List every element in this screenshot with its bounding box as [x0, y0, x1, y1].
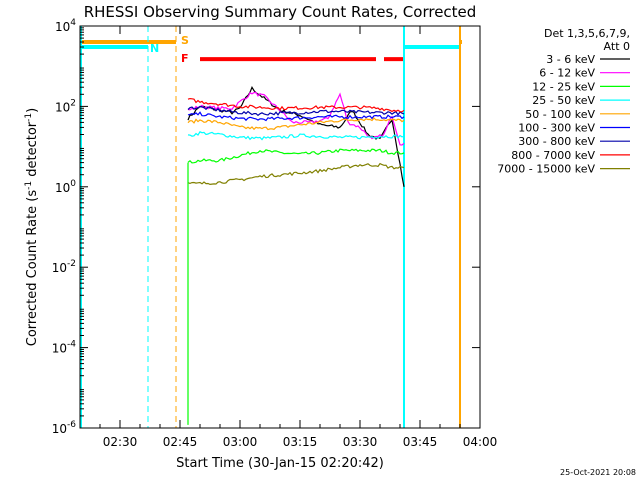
detector-note-line-2: Att 0: [604, 40, 630, 53]
x-tick-label: 02:30: [103, 435, 138, 449]
y-tick-label: 10-6: [52, 420, 77, 436]
y-tick-label: 10-4: [52, 340, 77, 356]
series-line-7000-15000-kev: [187, 162, 405, 186]
legend-label-7000-15000-kev: 7000 - 15000 keV: [497, 163, 595, 176]
y-tick-label: 104: [55, 18, 76, 34]
x-tick-label: 03:45: [403, 435, 438, 449]
detector-note-line-1: Det 1,3,5,6,7,9,: [544, 27, 630, 40]
legend-label-12-25-kev: 12 - 25 keV: [532, 80, 595, 93]
x-tick-label: 03:30: [343, 435, 378, 449]
x-tick-label: 04:00: [463, 435, 498, 449]
x-tick-label: 03:00: [223, 435, 258, 449]
series-line-100-300-kev: [187, 111, 405, 122]
x-tick-label: 02:45: [163, 435, 198, 449]
y-tick-label: 10-2: [52, 259, 76, 275]
x-axis-label: Start Time (30-Jan-15 02:20:42): [176, 456, 384, 471]
legend-label-50-100-kev: 50 - 100 keV: [525, 108, 595, 121]
series-line-25-50-kev: [187, 131, 405, 141]
chart-title: RHESSI Observing Summary Count Rates, Co…: [84, 3, 477, 21]
marker-label-n: N: [150, 42, 159, 55]
legend-label-6-12-kev: 6 - 12 keV: [539, 67, 595, 80]
legend-label-25-50-kev: 25 - 50 keV: [532, 94, 595, 107]
legend-label-300-800-kev: 300 - 800 keV: [518, 135, 595, 148]
y-tick-label: 100: [55, 179, 76, 195]
series-line-50-100-kev: [187, 117, 405, 131]
legend-label-3-6-kev: 3 - 6 keV: [546, 53, 595, 66]
series-line-800-7000-kev: [187, 97, 405, 113]
footer-timestamp: 25-Oct-2021 20:08: [560, 468, 636, 477]
y-axis-label: Corrected Count Rate (s-1 detector-1): [24, 108, 40, 346]
plot-frame: [79, 25, 481, 429]
marker-label-f: F: [181, 52, 189, 65]
legend-label-800-7000-kev: 800 - 7000 keV: [511, 149, 595, 162]
x-tick-label: 03:15: [283, 435, 318, 449]
legend-label-100-300-kev: 100 - 300 keV: [518, 122, 595, 135]
y-tick-label: 102: [55, 98, 76, 114]
series-line-300-800-kev: [187, 105, 405, 117]
series-line-12-25-kev: [187, 148, 405, 164]
marker-label-s: S: [181, 34, 189, 47]
